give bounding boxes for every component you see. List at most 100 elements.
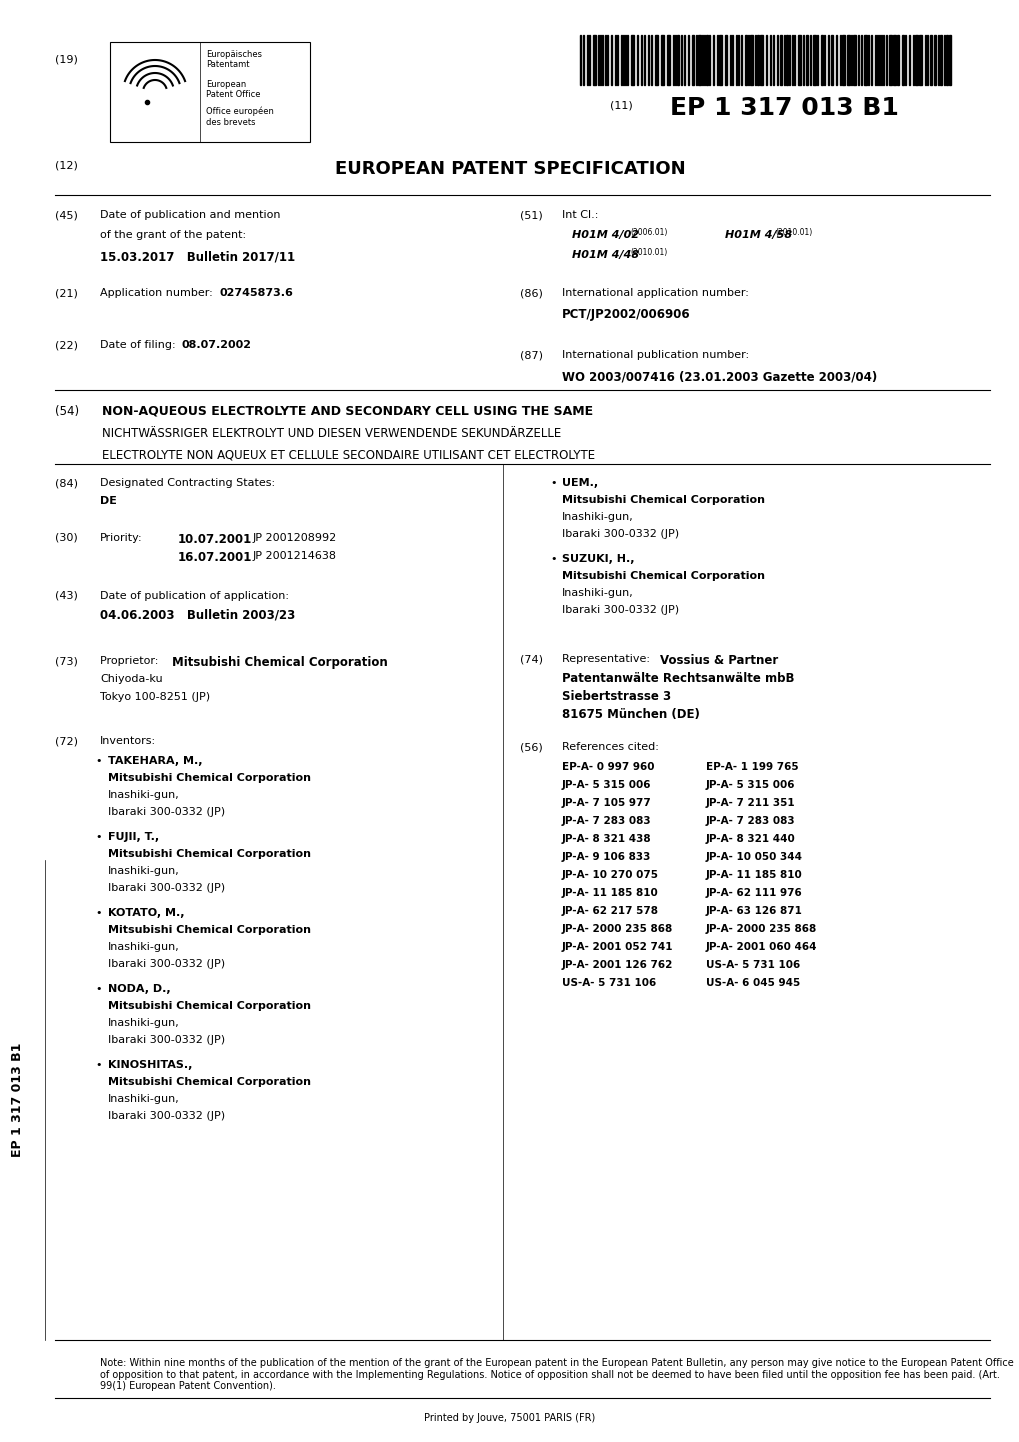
Text: Mitsubishi Chemical Corporation: Mitsubishi Chemical Corporation [108,773,311,783]
Text: 02745873.6: 02745873.6 [220,288,293,298]
Text: JP-A- 2001 060 464: JP-A- 2001 060 464 [705,942,816,952]
Text: (12): (12) [55,160,77,170]
Text: JP-A- 2000 235 868: JP-A- 2000 235 868 [561,924,673,934]
Text: ELECTROLYTE NON AQUEUX ET CELLULE SECONDAIRE UTILISANT CET ELECTROLYTE: ELECTROLYTE NON AQUEUX ET CELLULE SECOND… [102,448,594,461]
Text: (73): (73) [55,656,77,666]
Text: EP 1 317 013 B1: EP 1 317 013 B1 [669,97,898,120]
Bar [820,35,822,85]
Bar [929,35,931,85]
Text: (54): (54) [55,405,79,418]
Bar [756,35,758,85]
Bar [691,35,693,85]
Text: JP-A- 5 315 006: JP-A- 5 315 006 [561,780,651,790]
Text: (45): (45) [55,211,77,221]
Text: Europäisches
Patentamt: Europäisches Patentamt [206,50,262,69]
Bar [797,35,800,85]
Bar [852,35,855,85]
Text: (21): (21) [55,288,77,298]
Text: •: • [549,477,556,487]
Text: International application number:: International application number: [561,288,748,298]
Text: UEM.,: UEM., [561,477,597,487]
Bar [892,35,895,85]
Text: H01M 4/58: H01M 4/58 [725,231,792,239]
Text: Ibaraki 300-0332 (JP): Ibaraki 300-0332 (JP) [108,1110,225,1120]
Bar [805,35,807,85]
Text: Printed by Jouve, 75001 PARIS (FR): Printed by Jouve, 75001 PARIS (FR) [424,1413,595,1423]
Text: •: • [549,554,556,564]
Text: (11): (11) [609,99,632,110]
Text: JP-A- 5 315 006: JP-A- 5 315 006 [705,780,795,790]
Text: •: • [95,908,102,919]
Text: JP-A- 7 283 083: JP-A- 7 283 083 [561,816,651,826]
Text: JP 2001208992: JP 2001208992 [253,534,337,544]
Text: JP-A- 63 126 871: JP-A- 63 126 871 [705,906,802,916]
Text: Tokyo 100-8251 (JP): Tokyo 100-8251 (JP) [100,692,210,702]
Text: (74): (74) [520,655,542,663]
Text: Inashiki-gun,: Inashiki-gun, [108,1094,179,1105]
Text: Application number:: Application number: [100,288,216,298]
Text: Inashiki-gun,: Inashiki-gun, [561,588,633,598]
Text: (19): (19) [55,55,77,65]
Text: Inashiki-gun,: Inashiki-gun, [108,790,179,800]
Bar [592,35,595,85]
Text: Ibaraki 300-0332 (JP): Ibaraki 300-0332 (JP) [108,883,225,893]
Bar [889,35,892,85]
Bar [914,35,917,85]
Text: JP-A- 62 111 976: JP-A- 62 111 976 [705,888,802,898]
Bar [666,35,669,85]
Text: Mitsubishi Chemical Corporation: Mitsubishi Chemical Corporation [108,924,311,934]
Text: JP-A- 10 050 344: JP-A- 10 050 344 [705,852,802,862]
Bar [677,35,679,85]
Text: (56): (56) [520,743,542,751]
Text: SUZUKI, H.,: SUZUKI, H., [561,554,634,564]
Bar [841,35,844,85]
Text: 16.07.2001: 16.07.2001 [178,551,252,564]
Bar [110,42,310,141]
Text: (2010.01): (2010.01) [630,248,666,257]
Text: WO 2003/007416 (23.01.2003 Gazette 2003/04): WO 2003/007416 (23.01.2003 Gazette 2003/… [561,371,876,384]
Text: Int Cl.:: Int Cl.: [561,211,598,221]
Bar [697,35,700,85]
Bar [812,35,815,85]
Bar [744,35,746,85]
Text: Representative:: Representative: [561,655,653,663]
Text: US-A- 5 731 106: US-A- 5 731 106 [705,960,800,970]
Text: 81675 München (DE): 81675 München (DE) [561,708,699,721]
Text: JP-A- 9 106 833: JP-A- 9 106 833 [561,852,651,862]
Text: 15.03.2017   Bulletin 2017/11: 15.03.2017 Bulletin 2017/11 [100,249,294,262]
Text: JP-A- 2001 052 741: JP-A- 2001 052 741 [561,942,673,952]
Text: H01M 4/02: H01M 4/02 [572,231,639,239]
Text: (2010.01): (2010.01) [774,228,811,236]
Text: KOTATO, M.,: KOTATO, M., [108,908,184,919]
Bar [749,35,752,85]
Text: References cited:: References cited: [561,743,658,751]
Text: JP-A- 7 105 977: JP-A- 7 105 977 [561,797,651,808]
Text: (51): (51) [520,211,542,221]
Bar [725,35,727,85]
Text: International publication number:: International publication number: [561,350,748,360]
Text: Date of publication and mention: Date of publication and mention [100,211,280,221]
Text: Office européen
des brevets: Office européen des brevets [206,107,274,127]
Text: (30): (30) [55,534,77,544]
Text: of the grant of the patent:: of the grant of the patent: [100,231,246,239]
Text: NON-AQUEOUS ELECTROLYTE AND SECONDARY CELL USING THE SAME: NON-AQUEOUS ELECTROLYTE AND SECONDARY CE… [102,405,592,418]
Text: (2006.01): (2006.01) [630,228,666,236]
Text: JP-A- 7 211 351: JP-A- 7 211 351 [705,797,795,808]
Bar [918,35,921,85]
Text: Proprietor:: Proprietor: [100,656,162,666]
Bar [863,35,866,85]
Text: DE: DE [100,496,117,506]
Text: JP-A- 8 321 440: JP-A- 8 321 440 [705,833,795,844]
Text: Ibaraki 300-0332 (JP): Ibaraki 300-0332 (JP) [108,959,225,969]
Text: NODA, D.,: NODA, D., [108,983,170,994]
Bar [780,35,782,85]
Text: 08.07.2002: 08.07.2002 [181,340,252,350]
Bar [948,35,950,85]
Bar [896,35,898,85]
Bar [660,35,663,85]
Bar [933,35,935,85]
Text: H01M 4/48: H01M 4/48 [572,249,639,260]
Text: (72): (72) [55,735,77,746]
Text: JP-A- 62 217 578: JP-A- 62 217 578 [561,906,658,916]
Text: KINOSHITAS.,: KINOSHITAS., [108,1060,193,1070]
